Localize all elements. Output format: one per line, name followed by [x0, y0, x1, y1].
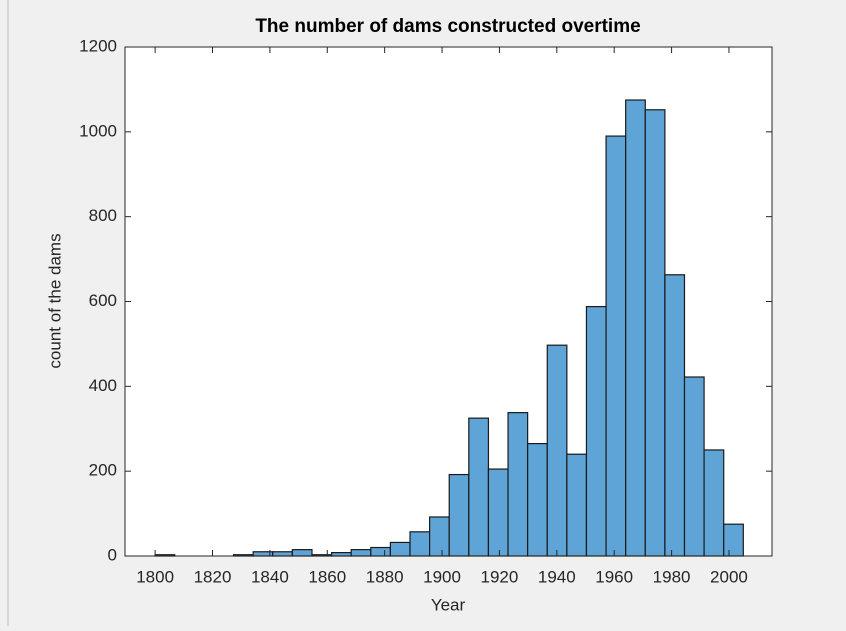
bar [330, 552, 352, 557]
bar [409, 531, 431, 557]
y-tick-label: 1200 [79, 36, 117, 55]
x-tick-label: 1820 [194, 567, 232, 586]
bar [625, 99, 646, 557]
x-tick-label: 1980 [653, 567, 691, 586]
x-tick-label: 1840 [251, 567, 289, 586]
y-tick-label: 0 [108, 545, 117, 564]
y-tick-label: 800 [89, 206, 117, 225]
y-tick-label: 400 [89, 376, 117, 395]
bar [370, 546, 391, 557]
y-tick-label: 1000 [79, 121, 117, 140]
bar [429, 516, 450, 557]
bar [664, 274, 686, 557]
bar [566, 453, 588, 557]
x-tick-label: 1900 [423, 567, 461, 586]
y-tick-label: 200 [89, 461, 117, 480]
x-tick-label: 1880 [366, 567, 404, 586]
bar [350, 549, 372, 557]
chart-title: The number of dams constructed overtime [255, 16, 640, 37]
bar [683, 376, 705, 557]
bar [389, 541, 411, 557]
bar [585, 305, 607, 557]
bar [468, 417, 490, 557]
y-tick-label: 600 [89, 291, 117, 310]
bar [487, 468, 509, 557]
bar [291, 549, 313, 557]
x-tick-label: 1800 [136, 567, 174, 586]
x-tick-label: 1860 [308, 567, 346, 586]
y-axis-label: count of the dams [45, 233, 64, 368]
bar [448, 473, 470, 557]
x-tick-label: 1960 [595, 567, 633, 586]
bar [723, 523, 744, 557]
bar [507, 412, 529, 557]
bar [703, 449, 725, 557]
bar [272, 551, 293, 557]
bar [527, 442, 548, 557]
bar [546, 344, 568, 557]
x-tick-label: 1920 [481, 567, 519, 586]
x-axis-label: Year [431, 595, 466, 614]
x-tick-label: 2000 [710, 567, 748, 586]
x-tick-label: 1940 [538, 567, 576, 586]
bar [605, 135, 627, 557]
bar [644, 109, 666, 557]
